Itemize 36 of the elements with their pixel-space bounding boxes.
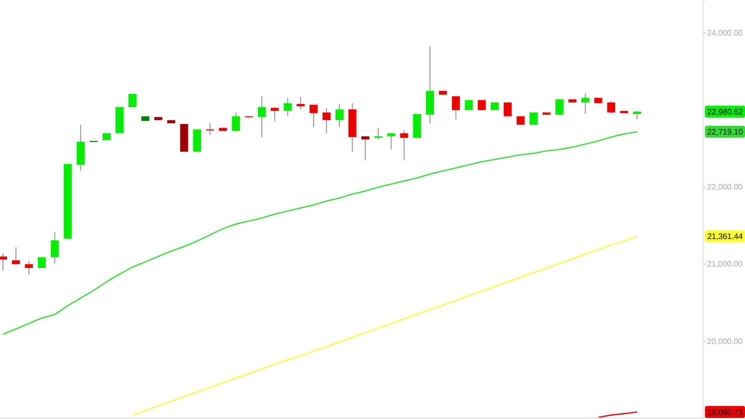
y-tick-label: 20,000.00 [707, 336, 744, 346]
candlestick [310, 104, 318, 128]
candlestick [322, 107, 330, 134]
candlestick [206, 122, 214, 136]
candlestick [284, 97, 292, 117]
text: 21,361.44 [707, 232, 744, 242]
candlestick [400, 130, 408, 161]
candlestick [426, 46, 434, 124]
candlestick [335, 103, 344, 128]
y-tick-label: 24,000.00 [707, 28, 744, 38]
candlestick [24, 260, 33, 276]
candlestick [504, 102, 512, 117]
candlestick [258, 96, 266, 138]
candlestick [555, 98, 564, 116]
candlestick [374, 127, 382, 140]
candlestick [296, 96, 305, 110]
y-tick-label: 22,000.00 [707, 182, 744, 192]
candlestick [50, 231, 59, 264]
line-series [2, 131, 638, 335]
candlestick [387, 132, 396, 150]
candlestick [270, 106, 279, 122]
candlestick [12, 246, 20, 266]
candlestick [232, 112, 240, 132]
candlestick [413, 113, 422, 138]
y-tick-label: 21,000.00 [707, 260, 744, 269]
text: 19,080.73 [707, 408, 744, 417]
candlestick [581, 92, 590, 114]
candlestick [530, 112, 538, 126]
line-series [132, 236, 638, 416]
candlestick [361, 136, 370, 161]
text: 22,719.10 [707, 128, 744, 137]
candlestick [607, 100, 616, 114]
candlestick [76, 124, 85, 172]
text: 22,980.62 [707, 107, 743, 116]
candlestick [452, 96, 460, 120]
candlestick [0, 252, 7, 271]
